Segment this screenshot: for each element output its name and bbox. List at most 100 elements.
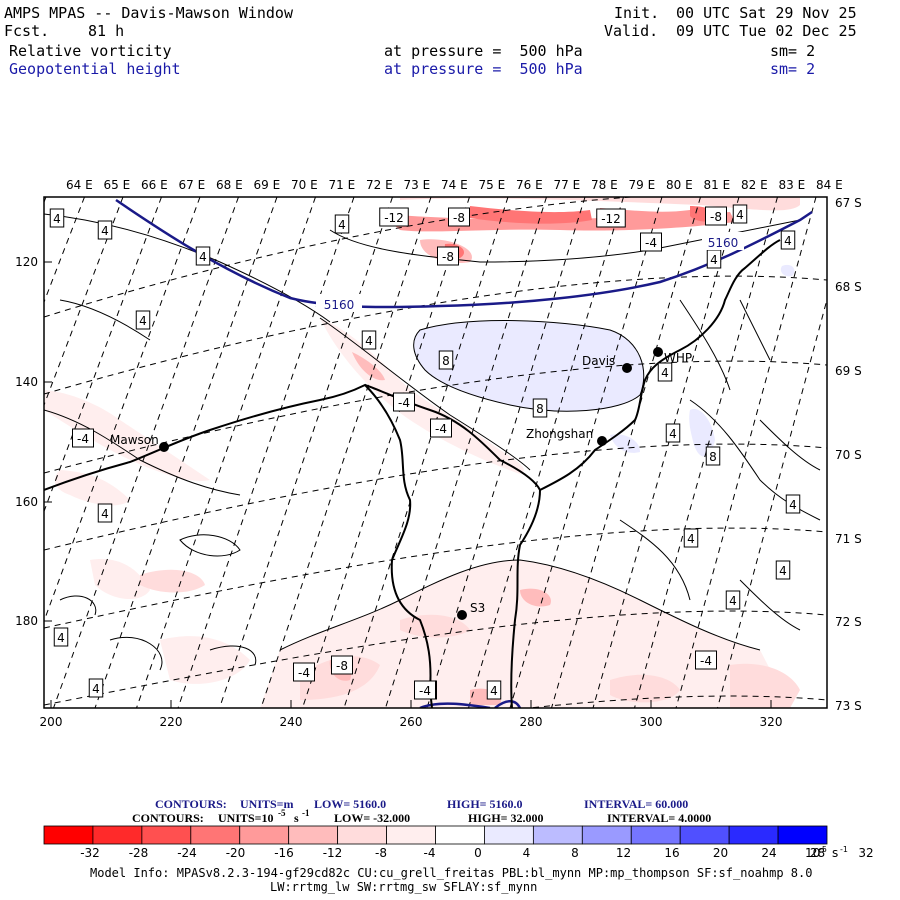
colorbar-label: 4 (523, 846, 531, 860)
vort-label-text: 4 (789, 498, 797, 512)
vort-label-text: 4 (92, 682, 100, 696)
init-label: Init. (614, 4, 660, 22)
colorbar-swatch (141, 825, 192, 845)
valid-time: 09 UTC Tue 02 Dec 25 (676, 22, 857, 40)
station-davis-label: Davis (582, 354, 615, 368)
colorbar-label: -16 (274, 846, 294, 860)
lat-label: 68 S (835, 280, 862, 294)
field2-smoothing: sm= 2 (770, 60, 816, 78)
vort-label-text: 4 (338, 218, 346, 232)
field1-level: at pressure = 500 hPa (384, 42, 583, 60)
vort-label-box: 4 (725, 590, 741, 610)
colorbar-units-tail-exp: -1 (840, 845, 848, 854)
vort-label-text: 4 (101, 507, 109, 521)
lon-label: 83 E (779, 178, 806, 192)
vort-label-text: 4 (669, 427, 677, 441)
lon-label: 68 E (216, 178, 243, 192)
station-whp-label: WHP (664, 351, 692, 365)
vort-label-text: -8 (442, 250, 454, 264)
y-tick-label: 140 (15, 375, 38, 389)
legend-vort-high: HIGH= 32.000 (468, 811, 544, 825)
colorbar-label: 28 (810, 846, 825, 860)
vort-label-text: 4 (687, 532, 695, 546)
colorbar-swatch (92, 825, 143, 845)
vort-label-box: -4 (414, 680, 436, 700)
x-tick-label: 300 (640, 715, 663, 729)
lat-label: 73 S (835, 699, 862, 713)
colorbar-swatch (239, 825, 290, 845)
legend-height-title: CONTOURS: (155, 797, 227, 811)
colorbar-label: -24 (177, 846, 197, 860)
lat-label: 72 S (835, 615, 862, 629)
lon-label: 82 E (741, 178, 768, 192)
vort-label-box: 4 (53, 627, 69, 647)
colorbar-label: 20 (713, 846, 728, 860)
colorbar-swatch (630, 825, 681, 845)
x-tick-label: 220 (160, 715, 183, 729)
station-zhongshan-label: Zhongshan (526, 427, 593, 441)
vort-label-box: -4 (393, 392, 415, 412)
station-s3-label: S3 (470, 601, 485, 615)
legend-height-units: UNITS=m (240, 797, 294, 811)
station-mawson-label: Mawson (110, 433, 159, 447)
lon-label: 77 E (554, 178, 581, 192)
lon-label: 75 E (479, 178, 506, 192)
lon-label: 80 E (666, 178, 693, 192)
legend-vort-units: UNITS=10 (218, 811, 274, 825)
legend-vort-units-exp: -5 (278, 808, 286, 818)
vort-label-text: -12 (384, 211, 404, 225)
colorbar-label: 24 (761, 846, 776, 860)
vort-label-box: 4 (135, 310, 151, 330)
field1-smoothing: sm= 2 (770, 42, 816, 60)
colorbar: -32 -28 -24 -20 -16 -12 -8 -4 0 4 8 12 16 20 24 28 32 (43, 825, 874, 860)
valid-label: Valid. (604, 22, 659, 40)
vort-label-box: -12 (596, 208, 626, 228)
vort-label-text: 4 (729, 594, 737, 608)
vort-label-box: 4 (665, 423, 681, 443)
colorbar-swatch (581, 825, 632, 845)
vort-label-text: 4 (661, 366, 669, 380)
colorbar-label: -20 (226, 846, 246, 860)
positive-vorticity-shading (413, 264, 795, 457)
legend-height-line: CONTOURS: UNITS=m LOW= 5160.0 HIGH= 5160… (155, 797, 688, 811)
x-tick-label: 240 (280, 715, 303, 729)
vort-label-box: 4 (88, 678, 104, 698)
colorbar-label: -4 (424, 846, 436, 860)
vort-label-box: 8 (532, 398, 548, 418)
colorbar-swatch (728, 825, 779, 845)
colorbar-label: 32 (858, 846, 873, 860)
vort-label-text: 4 (101, 224, 109, 238)
vort-label-box: 4 (775, 560, 791, 580)
colorbar-label: 16 (664, 846, 679, 860)
vort-label-box: -4 (293, 662, 315, 682)
vort-label-box: -8 (331, 655, 353, 675)
x-tick-label: 260 (400, 715, 423, 729)
colorbar-swatch (435, 825, 485, 845)
lon-label: 64 E (66, 178, 93, 192)
vort-label-box: 4 (732, 204, 748, 224)
x-tick-label: 200 (40, 715, 63, 729)
lon-label: 71 E (329, 178, 356, 192)
vort-label-box: 4 (195, 246, 211, 266)
vort-label-text: -4 (700, 654, 712, 668)
field2-level: at pressure = 500 hPa (384, 60, 583, 78)
vort-label-text: 4 (53, 212, 61, 226)
colorbar-swatch (777, 825, 828, 845)
lat-label: 67 S (835, 196, 862, 210)
vort-label-text: 4 (199, 250, 207, 264)
stations: Mawson Davis Zhongshan WHP S3 (110, 347, 692, 620)
colorbar-label: -32 (80, 846, 100, 860)
vort-label-box: 4 (49, 208, 65, 228)
geopotential-height-contours (115, 198, 813, 708)
lon-label: 67 E (179, 178, 206, 192)
legend-vort-low: LOW= -32.000 (334, 811, 410, 825)
colorbar-swatch (532, 825, 583, 845)
model-title: AMPS MPAS -- Davis-Mawson Window (4, 4, 293, 22)
colorbar-swatch (288, 825, 339, 845)
legend-vorticity-line: CONTOURS: UNITS=10 -5 s -1 LOW= -32.000 … (132, 808, 711, 825)
height-label-1: 5160 (324, 298, 355, 312)
vort-label-box: 4 (361, 330, 377, 350)
lon-label: 66 E (141, 178, 168, 192)
model-info-line2: LW:rrtmg_lw SW:rrtmg_sw SFLAY:sf_mynn (270, 880, 538, 894)
colorbar-units-tail: s (832, 846, 838, 860)
